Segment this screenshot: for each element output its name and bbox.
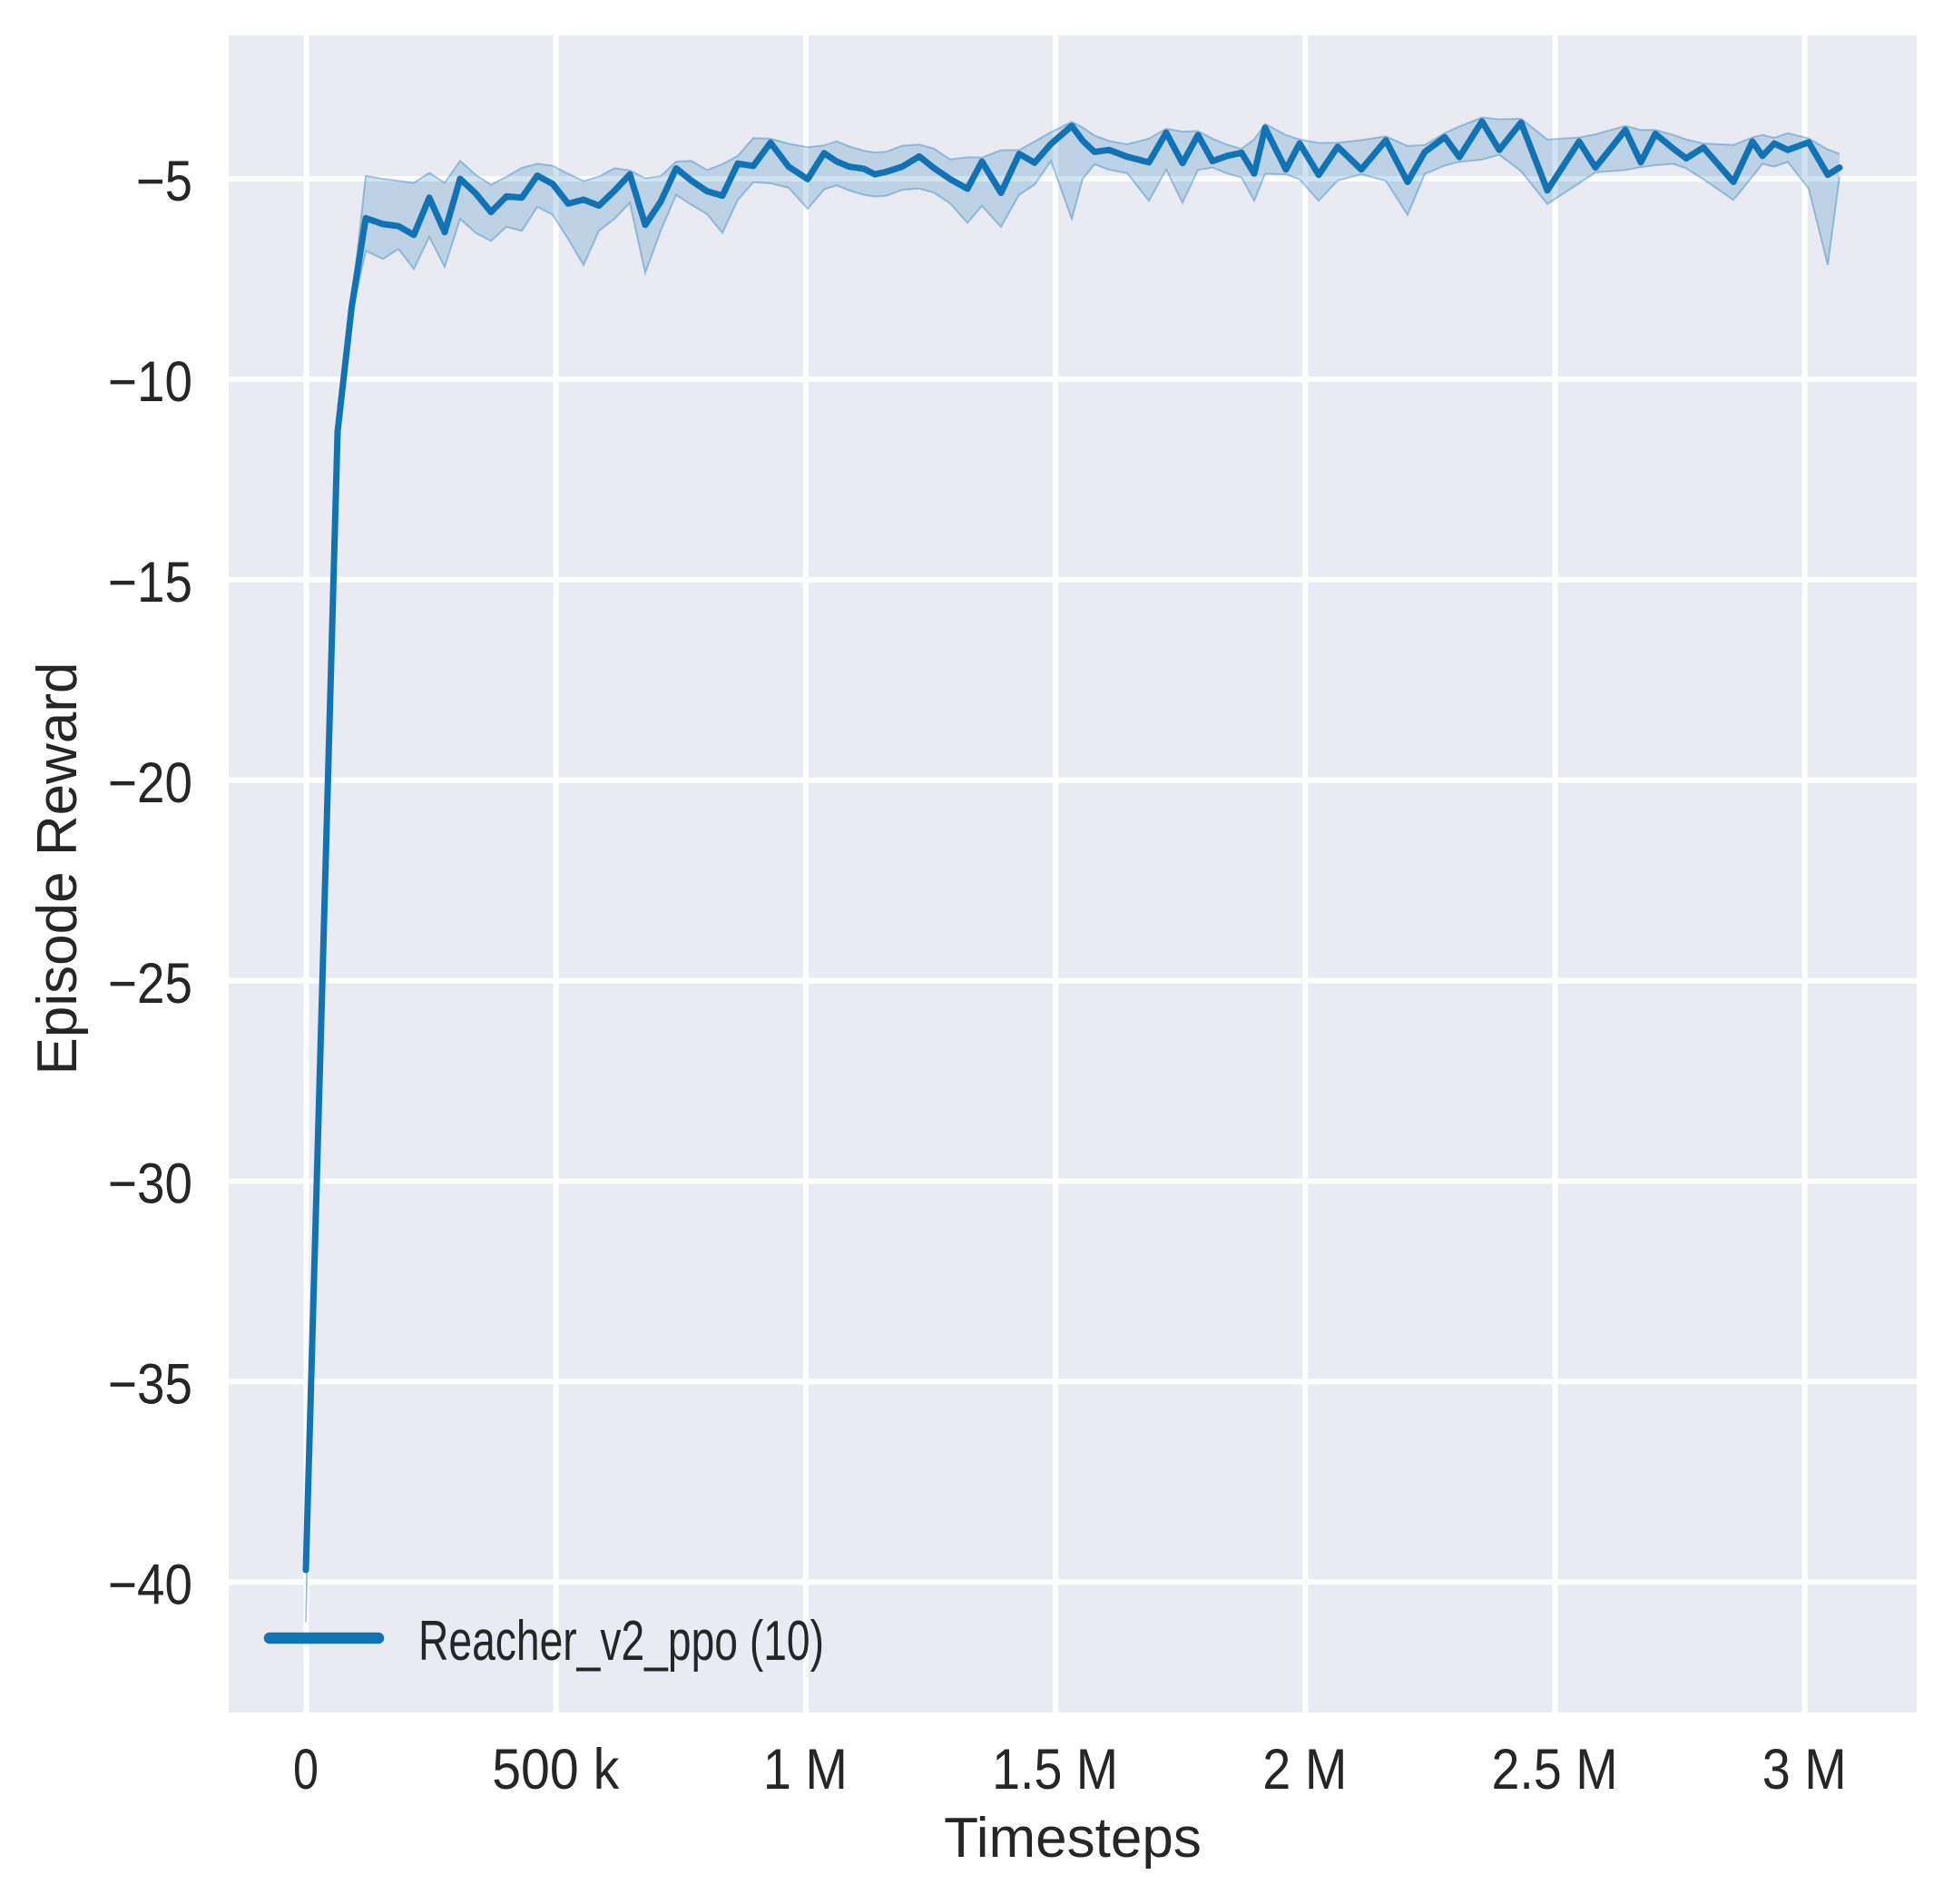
svg-text:Reacher_v2_ppo (10): Reacher_v2_ppo (10) bbox=[418, 1610, 824, 1673]
svg-text:−35: −35 bbox=[108, 1353, 192, 1417]
svg-text:Timesteps: Timesteps bbox=[944, 1807, 1202, 1870]
svg-text:1 M: 1 M bbox=[763, 1738, 848, 1801]
svg-text:2 M: 2 M bbox=[1262, 1738, 1347, 1801]
svg-text:2.5 M: 2.5 M bbox=[1492, 1738, 1618, 1801]
svg-text:−40: −40 bbox=[108, 1554, 192, 1617]
svg-text:−30: −30 bbox=[108, 1153, 192, 1216]
svg-text:Episode Reward: Episode Reward bbox=[26, 662, 89, 1075]
svg-text:−25: −25 bbox=[108, 952, 192, 1016]
svg-text:1.5 M: 1.5 M bbox=[992, 1738, 1118, 1801]
svg-text:0: 0 bbox=[293, 1738, 319, 1801]
svg-text:3 M: 3 M bbox=[1762, 1738, 1847, 1801]
svg-text:−5: −5 bbox=[136, 150, 192, 213]
svg-text:−10: −10 bbox=[108, 350, 192, 414]
svg-text:500 k: 500 k bbox=[492, 1738, 619, 1801]
svg-text:−20: −20 bbox=[108, 751, 192, 815]
svg-text:−15: −15 bbox=[108, 551, 192, 614]
